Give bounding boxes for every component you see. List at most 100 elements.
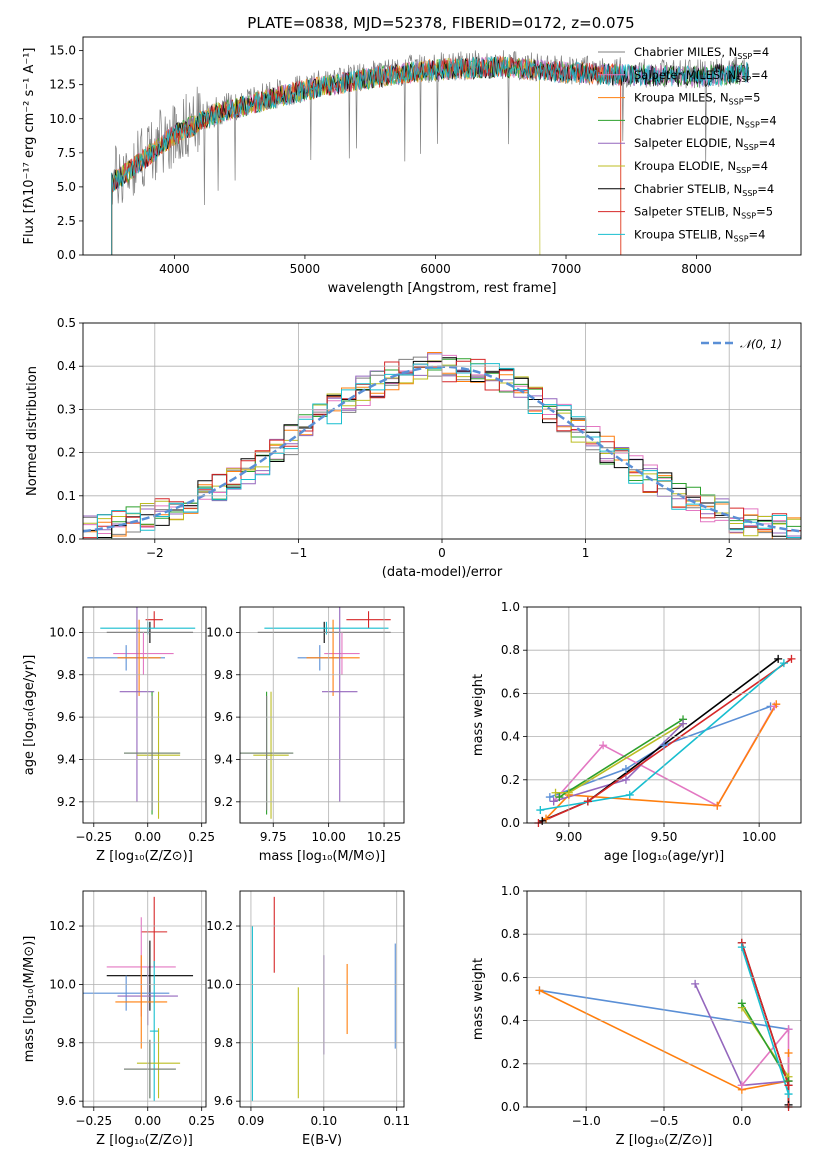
legend-entry: Chabrier STELIB, NSSP=4 (634, 182, 774, 198)
y-tick-label: 12.5 (49, 78, 76, 92)
weight-marker (713, 801, 722, 810)
y-tick-label: 10.0 (206, 977, 233, 991)
y-tick-label: 9.6 (57, 1094, 76, 1108)
x-tick-label: 0.00 (134, 830, 161, 844)
x-tick-label: 7000 (551, 262, 582, 276)
y-tick-label: 0.4 (501, 1014, 520, 1028)
weight-marker (737, 1081, 746, 1090)
weight-marker (599, 741, 608, 750)
y-tick-label: 0.6 (501, 970, 520, 984)
weight-marker (774, 654, 783, 663)
x-axis-label: Z [log₁₀(Z/Z⊙)] (96, 849, 193, 864)
y-tick-label: 0.8 (501, 927, 520, 941)
model-line-8 (111, 56, 750, 255)
x-tick-label: −1.0 (572, 1114, 601, 1128)
weight-marker (679, 719, 688, 728)
weight-marker (621, 765, 630, 773)
x-tick-label: 0 (438, 546, 446, 560)
y-tick-label: 7.5 (57, 146, 76, 160)
plot-area (240, 607, 391, 819)
y-tick-label: 0.0 (501, 816, 520, 830)
chart-spectrum: Chabrier MILES, NSSP=4 Salpeter MILES, NS… (22, 36, 802, 296)
weight-marker (784, 1049, 793, 1057)
x-tick-label: 1 (582, 546, 590, 560)
y-tick-label: 0.3 (57, 402, 76, 416)
y-tick-label: 0.1 (57, 489, 76, 503)
y-tick-label: 0.0 (501, 1100, 520, 1114)
x-tick-label: 9.00 (556, 830, 583, 844)
weight-series-line (558, 718, 684, 798)
x-tick-label: 10.00 (311, 830, 345, 844)
weight-series-line (549, 705, 771, 798)
x-tick-label: −2 (146, 546, 164, 560)
y-tick-label: 10.2 (49, 919, 76, 933)
weight-marker (772, 700, 781, 709)
y-tick-label: 10.2 (206, 919, 233, 933)
weight-marker (583, 797, 592, 806)
weight-marker (625, 790, 634, 799)
chart-mass-vs-z: −0.25 0.00 0.25 9.6 9.8 10.0 10.2 Z [log₁₀(Z/Z⊙… (22, 890, 215, 1148)
axes-frame (82, 36, 802, 256)
x-tick-label: 0.0 (732, 1114, 751, 1128)
y-tick-label: 0.2 (501, 773, 520, 787)
weight-marker (779, 659, 788, 668)
axes-frame (239, 890, 405, 1108)
y-tick-label: 0.0 (57, 532, 76, 546)
y-tick-label: 9.6 (214, 1094, 233, 1108)
weight-marker (787, 654, 796, 663)
y-tick-label: 0.8 (501, 643, 520, 657)
weight-marker (535, 986, 544, 995)
x-axis-label: E(B-V) (302, 1133, 342, 1148)
y-tick-label: 0.4 (501, 730, 520, 744)
weight-series-line (741, 1026, 790, 1086)
x-tick-label: 5000 (290, 262, 321, 276)
chart-weight-vs-age: 9.00 9.50 10.00 0.0 0.2 0.4 0.6 0.8 1.0 age [log₁… (471, 600, 802, 864)
weight-marker (549, 797, 558, 806)
y-tick-label: 9.8 (57, 1036, 76, 1050)
y-tick-label: 9.4 (214, 752, 233, 766)
weight-marker (545, 793, 554, 802)
y-tick-label: 1.0 (501, 884, 520, 898)
weight-marker (737, 943, 746, 952)
x-tick-label: 4000 (159, 262, 190, 276)
weight-marker (784, 1025, 793, 1034)
x-tick-label: −0.25 (75, 1114, 112, 1128)
weight-marker (621, 775, 630, 784)
legend-entry: Chabrier ELODIE, NSSP=4 (634, 113, 777, 129)
y-tick-label: 10.0 (49, 112, 76, 126)
x-axis-label: age [log₁₀(age/yr)] (604, 849, 725, 864)
weight-marker (691, 979, 700, 988)
y-tick-label: 0.6 (501, 686, 520, 700)
x-tick-label: 2 (725, 546, 733, 560)
x-axis-label: mass [log₁₀(M/M⊙)] (259, 849, 386, 864)
x-tick-label: 10.25 (367, 830, 401, 844)
legend-entry: Kroupa MILES, NSSP=5 (634, 91, 760, 107)
chart-age-vs-mass: 9.75 10.00 10.25 9.2 9.4 9.6 9.8 10.0 mass [log₁… (206, 606, 405, 864)
legend-entry: Kroupa STELIB, NSSP=4 (634, 227, 765, 243)
axes-frame (82, 606, 207, 824)
y-tick-label: 1.0 (501, 600, 520, 614)
x-axis-label: Z [log₁₀(Z/Z⊙)] (616, 1133, 713, 1148)
y-tick-label: 0.4 (57, 359, 76, 373)
x-tick-label: 0.10 (310, 1114, 337, 1128)
plot-area (83, 896, 194, 1102)
model-line-6 (111, 56, 750, 255)
y-axis-label: mass weight (471, 958, 486, 1040)
y-tick-label: 10.0 (206, 625, 233, 639)
y-tick-label: 0.2 (501, 1057, 520, 1071)
x-tick-label: −1 (290, 546, 308, 560)
x-axis-label: Z [log₁₀(Z/Z⊙)] (96, 1133, 193, 1148)
x-tick-label: 0.25 (188, 830, 215, 844)
chart-age-vs-z: −0.25 0.00 0.25 9.2 9.4 9.6 9.8 10.0 Z [log₁₀(Z/… (22, 606, 215, 864)
plot-area (111, 50, 750, 255)
y-axis-label: age [log₁₀(age/yr)] (22, 655, 37, 776)
axes-frame (239, 606, 405, 824)
x-tick-label: 6000 (420, 262, 451, 276)
y-tick-label: 10.0 (49, 625, 76, 639)
weight-series-line (541, 658, 779, 822)
y-tick-label: 9.6 (57, 710, 76, 724)
y-axis-label: mass [log₁₀(M/M⊙)] (22, 936, 37, 1063)
legend-entry: Salpeter STELIB, NSSP=5 (634, 205, 773, 221)
chart-residuals: 𝒩(0, 1) −2 −1 0 1 2 0.0 0.1 0.2 0.3 0.4 0.5 (data-mo… (25, 316, 802, 580)
